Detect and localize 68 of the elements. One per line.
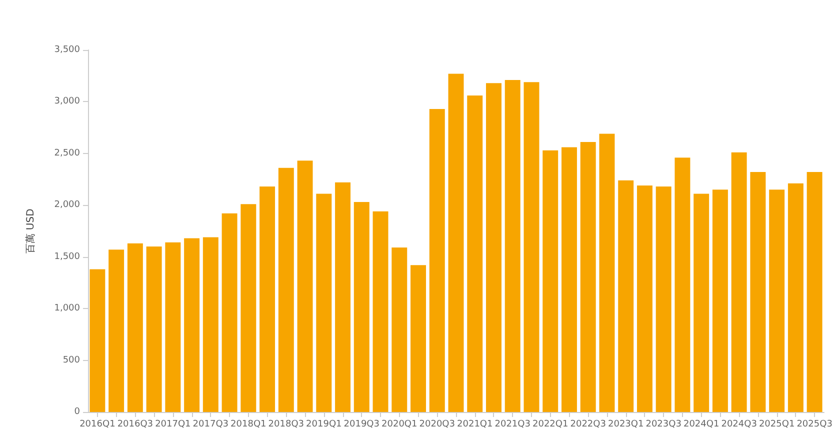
y-tick-label: 1,000: [54, 304, 80, 314]
x-tick-label: 2018Q1: [230, 420, 266, 430]
x-tick-label: 2024Q3: [721, 420, 757, 430]
x-tick-label: 2022Q1: [532, 420, 568, 430]
bar: [542, 150, 558, 412]
x-tick-label: 2021Q3: [494, 420, 530, 430]
bar: [165, 242, 181, 412]
bar: [372, 211, 388, 412]
y-tick-label: 0: [74, 407, 80, 417]
bar: [240, 204, 256, 412]
x-tick-label: 2016Q1: [80, 420, 116, 430]
x-tick-label: 2025Q3: [796, 420, 832, 430]
bar: [674, 158, 690, 412]
x-tick-label: 2019Q3: [344, 420, 380, 430]
x-tick-label: 2020Q1: [382, 420, 418, 430]
x-tick-label: 2023Q1: [608, 420, 644, 430]
y-tick-label: 3,500: [54, 45, 80, 55]
bar: [561, 147, 577, 412]
y-tick-label: 2,500: [54, 148, 80, 158]
bar: [297, 160, 313, 412]
bar: [694, 194, 710, 412]
x-tick-label: 2017Q1: [155, 420, 191, 430]
x-tick-label: 2021Q1: [457, 420, 493, 430]
bar: [278, 168, 294, 412]
bar: [335, 182, 351, 412]
bar: [429, 108, 445, 412]
x-tick-label: 2023Q3: [646, 420, 682, 430]
x-tick-label: 2022Q3: [570, 420, 606, 430]
y-axis-title: 百萬 USD: [24, 208, 36, 254]
bar: [769, 190, 785, 412]
x-tick-label: 2025Q1: [758, 420, 795, 430]
bar: [108, 250, 124, 412]
x-tick-label: 2016Q3: [117, 420, 154, 430]
bar: [260, 186, 276, 412]
bar: [410, 265, 426, 412]
bar: [636, 185, 652, 412]
x-tick-label: 2019Q1: [306, 420, 342, 430]
bar: [146, 246, 162, 412]
x-tick-label: 2020Q3: [419, 420, 455, 430]
x-tick-label: 2017Q3: [192, 420, 229, 430]
bar: [712, 190, 728, 412]
bar: [599, 134, 615, 412]
x-tick-label: 2024Q1: [683, 420, 720, 430]
bar: [184, 238, 200, 412]
bar: [750, 172, 766, 412]
bar: [392, 248, 408, 412]
bar: [806, 172, 822, 412]
y-tick-label: 3,000: [54, 96, 80, 107]
x-tick-label: 2018Q3: [268, 420, 304, 430]
y-tick-label: 2,000: [54, 200, 80, 210]
bar: [580, 142, 596, 412]
bar: [202, 237, 218, 412]
bar: [486, 83, 502, 412]
bar: [656, 186, 672, 412]
bar: [731, 152, 747, 412]
bar: [222, 213, 238, 412]
y-tick-label: 1,500: [54, 252, 80, 262]
bar: [316, 194, 332, 412]
bar: [504, 80, 520, 412]
bar: [618, 180, 634, 412]
bar: [467, 96, 483, 412]
bar: [788, 183, 804, 412]
bar: [354, 202, 370, 412]
bar: [90, 269, 106, 412]
bar: [127, 243, 143, 412]
y-tick-label: 500: [62, 355, 80, 366]
bar: [524, 82, 540, 412]
bar: [448, 74, 464, 412]
